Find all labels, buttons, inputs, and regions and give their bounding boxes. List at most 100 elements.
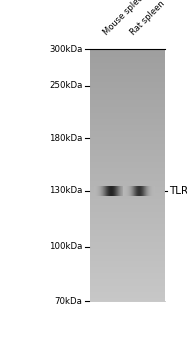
Bar <box>90 250 165 251</box>
Bar <box>90 239 165 240</box>
Bar <box>90 292 165 293</box>
Bar <box>90 226 165 227</box>
Bar <box>90 79 165 80</box>
Bar <box>90 201 165 202</box>
Bar <box>90 135 165 137</box>
Bar <box>90 242 165 243</box>
Bar <box>90 281 165 282</box>
Bar <box>90 241 165 242</box>
Bar <box>90 247 165 248</box>
Bar <box>90 172 165 173</box>
Bar <box>90 161 165 162</box>
Bar <box>90 138 165 139</box>
Bar <box>90 168 165 169</box>
Bar <box>90 54 165 55</box>
Text: 250kDa: 250kDa <box>49 81 82 90</box>
Bar <box>90 262 165 263</box>
Bar <box>90 107 165 108</box>
Bar <box>90 243 165 244</box>
Bar <box>90 97 165 98</box>
Bar <box>90 108 165 110</box>
Bar <box>90 186 165 187</box>
Bar <box>90 286 165 287</box>
Bar <box>90 142 165 143</box>
Bar <box>90 56 165 57</box>
Bar <box>90 300 165 301</box>
Bar <box>90 219 165 220</box>
Bar <box>90 113 165 114</box>
Bar <box>90 90 165 91</box>
Bar <box>90 166 165 167</box>
Bar <box>90 65 165 66</box>
Bar <box>90 94 165 95</box>
Bar <box>90 177 165 178</box>
Bar <box>90 265 165 266</box>
Bar <box>90 68 165 69</box>
Text: Rat spleen: Rat spleen <box>128 0 166 37</box>
Bar <box>90 136 165 137</box>
Bar <box>90 194 165 195</box>
Bar <box>90 51 165 52</box>
Bar <box>90 55 165 56</box>
Bar <box>90 49 165 50</box>
Bar <box>90 84 165 85</box>
Text: Mouse spleen: Mouse spleen <box>101 0 148 37</box>
Bar <box>90 280 165 281</box>
Bar <box>90 214 165 215</box>
Bar <box>90 279 165 280</box>
Bar <box>90 264 165 265</box>
Bar <box>90 132 165 133</box>
Bar <box>90 267 165 268</box>
Bar <box>90 240 165 241</box>
Bar <box>90 111 165 112</box>
Bar <box>90 227 165 228</box>
Bar <box>90 203 165 204</box>
Bar <box>90 230 165 231</box>
Bar <box>90 275 165 276</box>
Bar <box>90 89 165 90</box>
Bar <box>90 58 165 59</box>
Bar <box>90 181 165 182</box>
Bar <box>90 295 165 296</box>
Bar <box>90 237 165 238</box>
Bar <box>90 63 165 64</box>
Bar <box>90 96 165 97</box>
Bar <box>90 268 165 269</box>
Bar <box>90 269 165 270</box>
Bar <box>90 290 165 291</box>
Bar <box>90 80 165 81</box>
Bar <box>90 176 165 177</box>
Bar <box>90 293 165 294</box>
Bar <box>90 66 165 68</box>
Bar <box>90 122 165 123</box>
Bar <box>90 152 165 153</box>
Bar <box>90 104 165 105</box>
Bar <box>90 187 165 188</box>
Bar <box>90 261 165 262</box>
Bar <box>90 278 165 279</box>
Bar <box>90 99 165 100</box>
Bar <box>90 50 165 51</box>
Bar <box>90 225 165 226</box>
Bar <box>90 106 165 107</box>
Bar <box>90 294 165 295</box>
Bar <box>90 284 165 285</box>
Bar <box>90 110 165 111</box>
Bar <box>90 82 165 83</box>
Bar <box>90 139 165 140</box>
Bar <box>90 164 165 165</box>
Bar <box>90 244 165 245</box>
Bar <box>90 91 165 92</box>
Text: 100kDa: 100kDa <box>49 242 82 251</box>
Bar <box>90 85 165 86</box>
Bar <box>90 64 165 65</box>
Bar <box>90 291 165 292</box>
Bar <box>90 180 165 181</box>
Bar <box>90 220 165 221</box>
Bar <box>90 251 165 252</box>
Bar <box>90 245 165 246</box>
Bar <box>90 112 165 113</box>
Bar <box>90 246 165 247</box>
Bar <box>90 129 165 130</box>
Bar <box>90 103 165 104</box>
